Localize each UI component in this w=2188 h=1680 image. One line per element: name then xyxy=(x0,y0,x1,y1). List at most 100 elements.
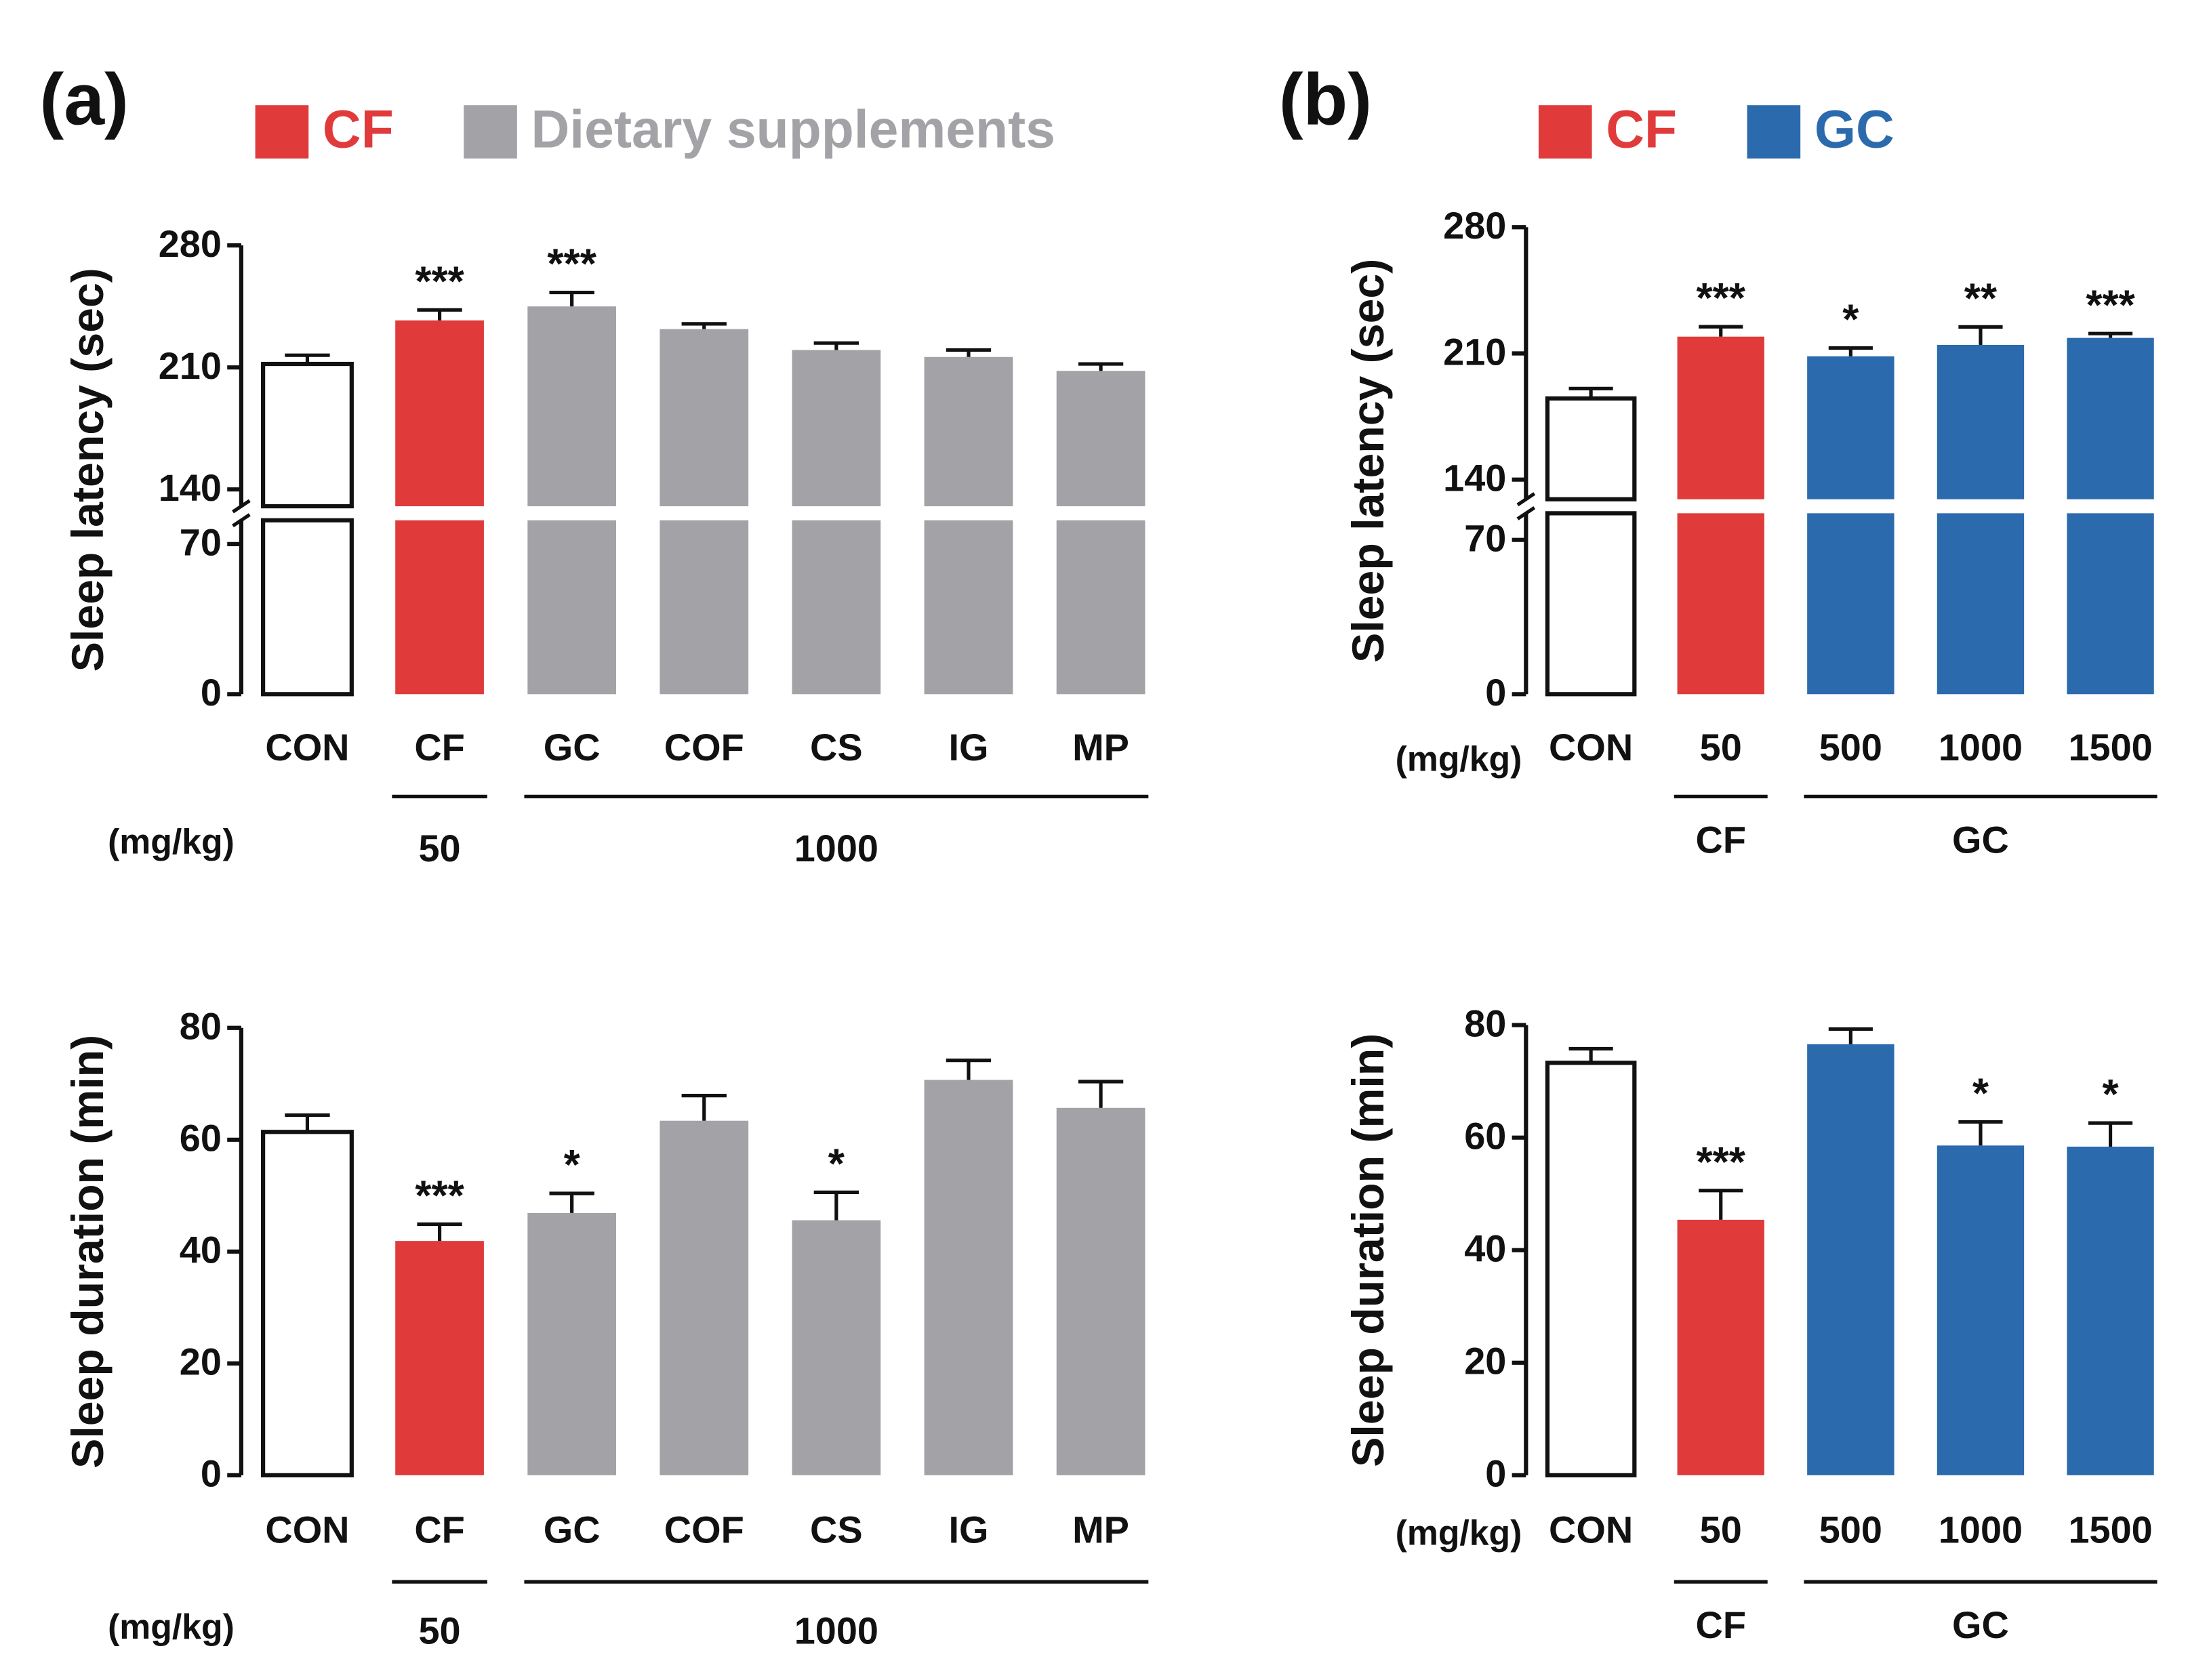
bar xyxy=(660,1120,749,1475)
unit-label: (mg/kg) xyxy=(1396,739,1522,778)
axis-break xyxy=(232,499,251,514)
panel-label: (b) xyxy=(1279,59,1372,140)
y-axis-label: Sleep latency (sec) xyxy=(63,268,113,672)
group-label: GC xyxy=(1952,818,2009,861)
bar xyxy=(1056,1107,1146,1475)
group-label: 50 xyxy=(418,1609,460,1652)
y-tick-label: 0 xyxy=(201,1452,222,1495)
x-tick-label: CF xyxy=(414,726,464,769)
y-tick-label: 80 xyxy=(180,1005,222,1048)
unit-label: (mg/kg) xyxy=(1396,1513,1522,1553)
axis-break xyxy=(1516,506,1536,520)
panel-label: (a) xyxy=(39,59,128,140)
y-tick-label: 210 xyxy=(159,344,222,387)
bar xyxy=(1056,371,1146,507)
bar xyxy=(924,356,1013,507)
x-tick-label: GC xyxy=(544,1508,601,1551)
unit-label: (mg/kg) xyxy=(108,821,235,861)
y-tick-label: 60 xyxy=(1464,1115,1506,1157)
y-tick-label: 0 xyxy=(201,671,222,714)
x-tick-label: CON xyxy=(265,1508,349,1551)
bar xyxy=(260,518,354,697)
x-tick-label: 1500 xyxy=(2068,726,2152,769)
x-tick-label: 500 xyxy=(1819,1508,1882,1551)
x-tick-label: CON xyxy=(1549,1508,1633,1551)
legend-label: Dietary supplements xyxy=(531,99,1055,159)
significance-label: * xyxy=(1842,297,1859,344)
bar xyxy=(792,1220,881,1475)
x-tick-label: CS xyxy=(810,726,863,769)
y-tick-label: 80 xyxy=(1464,1002,1506,1044)
bar xyxy=(1545,1061,1637,1477)
bar xyxy=(2067,337,2154,499)
x-tick-label: 50 xyxy=(1700,726,1742,769)
x-tick-label: COF xyxy=(664,726,744,769)
y-axis-label: Sleep duration (min) xyxy=(63,1035,113,1469)
group-label: CF xyxy=(1696,1603,1746,1646)
bar xyxy=(792,350,881,507)
significance-label: *** xyxy=(415,1173,464,1220)
bar xyxy=(395,320,484,507)
axis-break xyxy=(232,513,251,528)
bar xyxy=(1937,513,2025,695)
bar xyxy=(2067,513,2154,695)
x-tick-label: COF xyxy=(664,1508,744,1551)
x-tick-label: 50 xyxy=(1700,1508,1742,1551)
legend-swatch xyxy=(255,105,309,159)
legend-label: CF xyxy=(323,99,394,159)
legend-label: CF xyxy=(1606,99,1677,159)
bar xyxy=(395,1241,484,1475)
legend-swatch xyxy=(464,105,517,159)
significance-label: * xyxy=(2102,1071,2119,1118)
bar xyxy=(527,520,617,695)
bar xyxy=(527,1212,617,1475)
x-tick-label: CON xyxy=(265,726,349,769)
x-tick-label: 500 xyxy=(1819,726,1882,769)
x-tick-label: CF xyxy=(414,1508,464,1551)
bar xyxy=(260,1130,354,1477)
x-tick-label: CS xyxy=(810,1508,863,1551)
group-label: 1000 xyxy=(794,827,878,869)
bar xyxy=(1807,1044,1895,1475)
bar xyxy=(260,361,354,509)
legend-swatch xyxy=(1538,105,1592,159)
x-tick-label: MP xyxy=(1072,726,1129,769)
group-label: GC xyxy=(1952,1603,2009,1646)
x-tick-label: IG xyxy=(948,726,988,769)
legend-label: GC xyxy=(1815,99,1895,159)
y-axis-label: Sleep latency (sec) xyxy=(1343,259,1394,663)
y-tick-label: 60 xyxy=(180,1117,222,1160)
significance-label: *** xyxy=(1697,1139,1746,1186)
bar xyxy=(1807,513,1895,695)
group-label: CF xyxy=(1696,818,1746,861)
y-tick-label: 40 xyxy=(180,1229,222,1271)
bar xyxy=(1677,513,1764,695)
y-tick-label: 210 xyxy=(1443,330,1506,373)
bar xyxy=(1677,1219,1764,1475)
x-tick-label: 1000 xyxy=(1939,1508,2023,1551)
bar xyxy=(1545,511,1637,697)
significance-label: ** xyxy=(1964,276,1998,323)
bar xyxy=(1056,520,1146,695)
y-tick-label: 0 xyxy=(1485,1452,1506,1495)
group-label: 50 xyxy=(418,827,460,869)
bar xyxy=(1937,344,2025,499)
x-tick-label: 1000 xyxy=(1939,726,2023,769)
legend-swatch xyxy=(1747,105,1801,159)
bar xyxy=(1677,336,1764,499)
x-tick-label: CON xyxy=(1549,726,1633,769)
unit-label: (mg/kg) xyxy=(108,1607,235,1646)
significance-label: *** xyxy=(1697,275,1746,322)
bar xyxy=(2067,1146,2154,1475)
bar xyxy=(924,520,1013,695)
y-tick-label: 280 xyxy=(1443,204,1506,247)
bar xyxy=(527,306,617,507)
bar xyxy=(924,1080,1013,1475)
y-tick-label: 40 xyxy=(1464,1227,1506,1270)
y-tick-label: 70 xyxy=(1464,517,1506,560)
y-axis-label: Sleep duration (min) xyxy=(1343,1033,1394,1467)
x-tick-label: IG xyxy=(948,1508,988,1551)
bar xyxy=(1807,356,1895,499)
bar xyxy=(792,520,881,695)
group-label: 1000 xyxy=(794,1609,878,1652)
